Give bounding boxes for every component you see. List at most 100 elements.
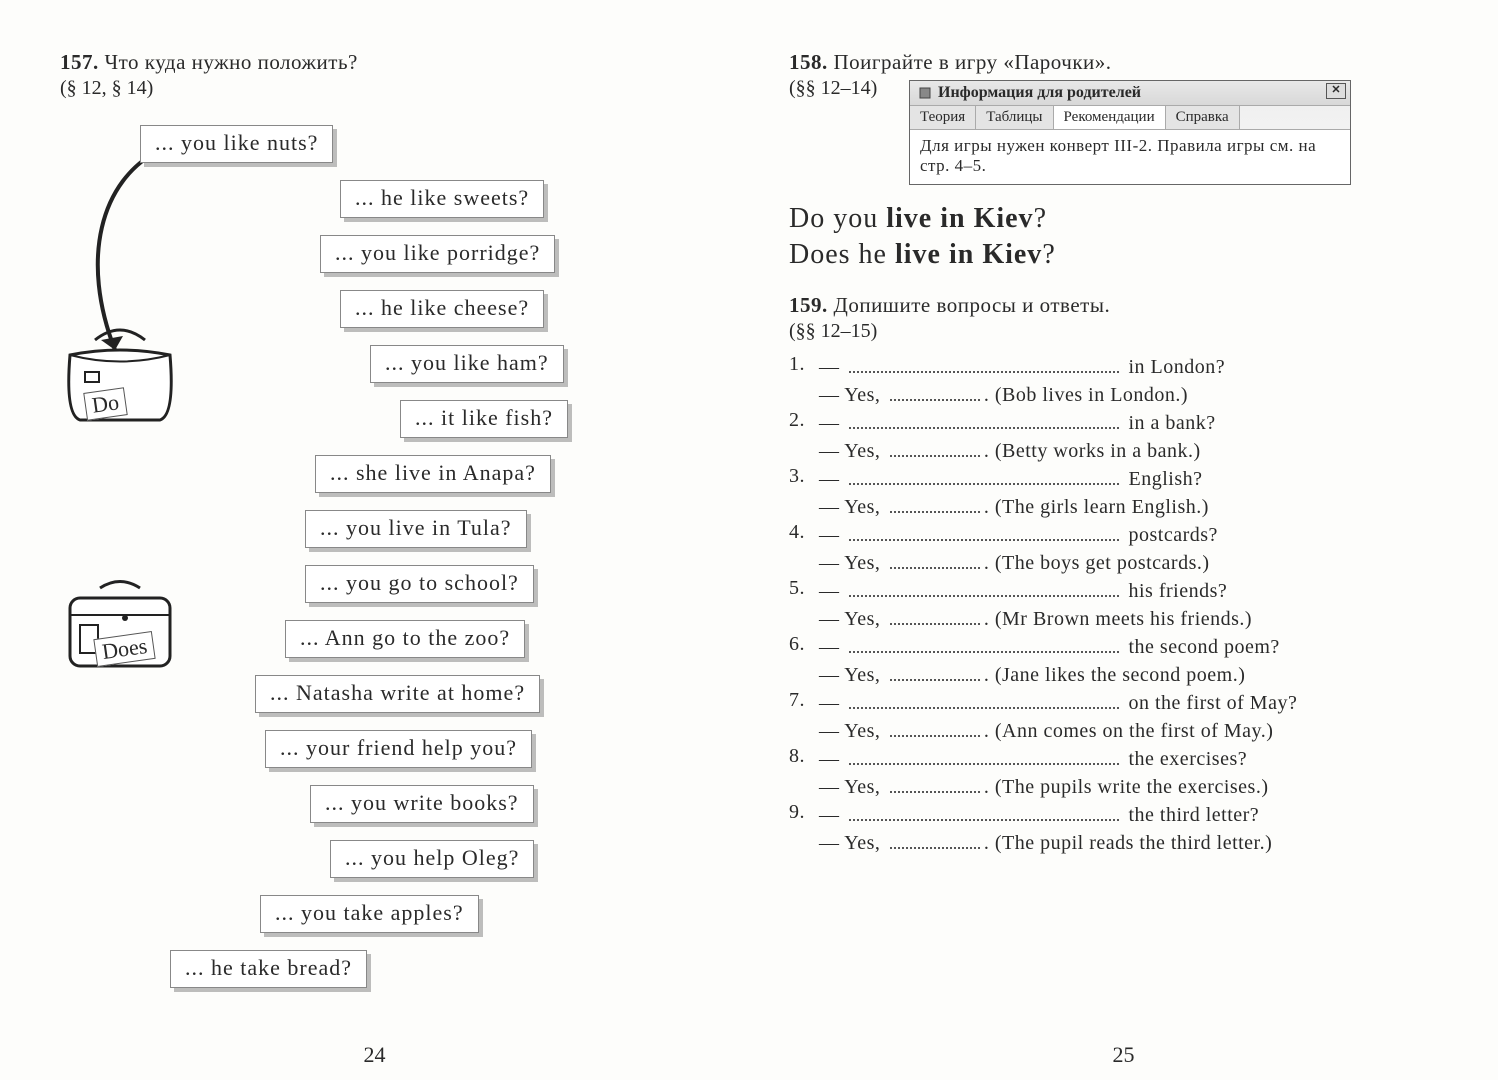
exercise-157-heading: 157. Что куда нужно положить? [60, 50, 709, 75]
qa-question-row: 2.— in a bank? [789, 409, 1438, 435]
info-tabs: ТеорияТаблицыРекомендацииСправка [910, 105, 1350, 129]
exercise-157-ref: (§ 12, § 14) [60, 77, 709, 100]
exercise-159-ref: (§§ 12–15) [789, 320, 1438, 343]
exercise-title: Допишите вопросы и ответы. [834, 293, 1111, 317]
qa-answer-row: — Yes, . (The pupil reads the third lett… [789, 829, 1438, 855]
page-number-left: 24 [0, 1042, 749, 1068]
phrase-box[interactable]: ... you like porridge? [320, 235, 555, 273]
bag-do: Do [50, 320, 190, 435]
page-right: 158. Поиграйте в игру «Парочки». (§§ 12–… [749, 0, 1498, 1080]
bag-does: Does [50, 570, 190, 685]
example-text: Do you [789, 203, 886, 234]
example-bold: live in Kiev [886, 203, 1033, 234]
info-tab[interactable]: Таблицы [976, 106, 1053, 129]
phrase-box[interactable]: ... you help Oleg? [330, 840, 534, 878]
phrase-box[interactable]: ... you like ham? [370, 345, 564, 383]
phrase-box[interactable]: ... you live in Tula? [305, 510, 527, 548]
exercise-title: Поиграйте в игру «Парочки». [834, 50, 1112, 74]
qa-question-row: 7.— on the first of May? [789, 689, 1438, 715]
exercise-number: 158. [789, 50, 828, 74]
blank-field[interactable] [890, 549, 980, 569]
info-box-title: Информация для родителей [938, 84, 1141, 102]
blank-field[interactable] [849, 633, 1119, 653]
phrase-box[interactable]: ... Natasha write at home? [255, 675, 540, 713]
qa-answer-row: — Yes, . (The girls learn English.) [789, 493, 1438, 519]
exercise-number: 157. [60, 50, 99, 74]
blank-field[interactable] [890, 829, 980, 849]
qa-answer-row: — Yes, . (Ann comes on the first of May.… [789, 717, 1438, 743]
example-line-2: Does he live in Kiev? [789, 239, 1438, 271]
qa-question: — his friends? [819, 577, 1438, 603]
example-text: Does he [789, 239, 895, 270]
qa-answer: — Yes, . (Mr Brown meets his friends.) [819, 605, 1438, 631]
phrase-box[interactable]: ... Ann go to the zoo? [285, 620, 525, 658]
qa-question-row: 1.— in London? [789, 353, 1438, 379]
exercise-159-heading: 159. Допишите вопросы и ответы. [789, 293, 1438, 318]
qa-answer-row: — Yes, . (Mr Brown meets his friends.) [789, 605, 1438, 631]
qa-question: — in a bank? [819, 409, 1438, 435]
qa-question-row: 5.— his friends? [789, 577, 1438, 603]
info-box: Информация для родителей ✕ ТеорияТаблицы… [909, 80, 1351, 185]
info-box-body: Для игры нужен конверт III-2. Правила иг… [910, 129, 1350, 184]
phrase-box[interactable]: ... your friend help you? [265, 730, 532, 768]
page-left: 157. Что куда нужно положить? (§ 12, § 1… [0, 0, 749, 1080]
qa-answer: — Yes, . (Ann comes on the first of May.… [819, 717, 1438, 743]
qa-number: 2. [789, 409, 819, 435]
qa-question-row: 4.— postcards? [789, 521, 1438, 547]
qa-question-row: 8.— the exercises? [789, 745, 1438, 771]
qa-answer-row: — Yes, . (Bob lives in London.) [789, 381, 1438, 407]
blank-field[interactable] [849, 745, 1119, 765]
example-text: ? [1042, 239, 1055, 270]
close-icon[interactable]: ✕ [1326, 83, 1346, 99]
blank-field[interactable] [890, 773, 980, 793]
qa-number: 9. [789, 801, 819, 827]
qa-list: 1.— in London?— Yes, . (Bob lives in Lon… [789, 353, 1438, 855]
qa-question-row: 6.— the second poem? [789, 633, 1438, 659]
qa-answer-row: — Yes, . (Betty works in a bank.) [789, 437, 1438, 463]
info-tab[interactable]: Теория [910, 106, 976, 129]
phrase-box[interactable]: ... she live in Anapa? [315, 455, 551, 493]
qa-answer-row: — Yes, . (The boys get postcards.) [789, 549, 1438, 575]
blank-field[interactable] [890, 605, 980, 625]
blank-field[interactable] [849, 353, 1119, 373]
blank-field[interactable] [849, 521, 1119, 541]
qa-number: 1. [789, 353, 819, 379]
phrase-box[interactable]: ... you write books? [310, 785, 534, 823]
bag-do-label: Do [83, 387, 127, 420]
phrase-box[interactable]: ... it like fish? [400, 400, 568, 438]
qa-question: — the third letter? [819, 801, 1438, 827]
qa-answer-row: — Yes, . (The pupils write the exercises… [789, 773, 1438, 799]
phrase-box[interactable]: ... you take apples? [260, 895, 479, 933]
blank-field[interactable] [890, 661, 980, 681]
page-spread: 157. Что куда нужно положить? (§ 12, § 1… [0, 0, 1498, 1080]
blank-field[interactable] [890, 717, 980, 737]
blank-field[interactable] [849, 801, 1119, 821]
qa-question: — on the first of May? [819, 689, 1438, 715]
blank-field[interactable] [890, 493, 980, 513]
info-tab[interactable]: Справка [1166, 106, 1240, 129]
qa-answer: — Yes, . (Bob lives in London.) [819, 381, 1438, 407]
left-content-area: Do Does ... you like nuts?... he like sw… [60, 110, 709, 990]
example-text: ? [1034, 203, 1047, 234]
blank-field[interactable] [890, 381, 980, 401]
blank-field[interactable] [849, 409, 1119, 429]
phrase-box[interactable]: ... he take bread? [170, 950, 367, 988]
info-icon [918, 86, 932, 100]
blank-field[interactable] [890, 437, 980, 457]
qa-answer-row: — Yes, . (Jane likes the second poem.) [789, 661, 1438, 687]
qa-number: 3. [789, 465, 819, 491]
phrase-box[interactable]: ... you go to school? [305, 565, 534, 603]
blank-field[interactable] [849, 465, 1119, 485]
qa-answer: — Yes, . (Betty works in a bank.) [819, 437, 1438, 463]
qa-question: — in London? [819, 353, 1438, 379]
phrase-box[interactable]: ... he like cheese? [340, 290, 544, 328]
exercise-158-heading: 158. Поиграйте в игру «Парочки». [789, 50, 1438, 75]
blank-field[interactable] [849, 689, 1119, 709]
qa-question: — English? [819, 465, 1438, 491]
qa-number: 5. [789, 577, 819, 603]
blank-field[interactable] [849, 577, 1119, 597]
exercise-title: Что куда нужно положить? [105, 50, 358, 74]
info-tab[interactable]: Рекомендации [1054, 106, 1166, 129]
phrase-box[interactable]: ... he like sweets? [340, 180, 544, 218]
phrase-box[interactable]: ... you like nuts? [140, 125, 333, 163]
